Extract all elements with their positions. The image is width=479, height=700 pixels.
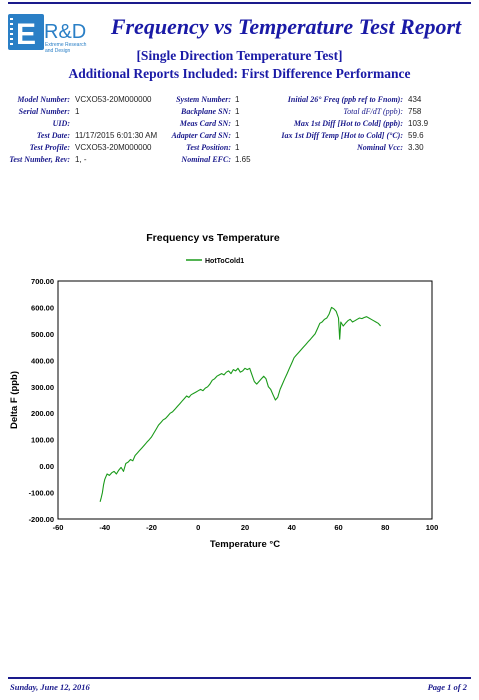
chart-legend: HotToCold1 <box>186 258 244 265</box>
header-rule <box>8 2 471 4</box>
y-tick-label: 600.00 <box>31 303 54 312</box>
y-tick-label: 700.00 <box>31 277 54 286</box>
y-tick-label: 300.00 <box>31 383 54 392</box>
legend-label: HotToCold1 <box>205 258 244 265</box>
svg-text:E: E <box>16 18 36 51</box>
x-tick-label: 100 <box>426 523 439 532</box>
y-tick-label: 100.00 <box>31 436 54 445</box>
frequency-vs-temperature-chart: Frequency vs Temperature HotToCold1 -60-… <box>9 232 439 550</box>
total-dfdt-label: Total dF/dT (ppb): <box>343 107 403 116</box>
y-tick-label: -100.00 <box>29 489 54 498</box>
nominal-efc-value: 1.65 <box>235 155 251 164</box>
model-number-value: VCXO53-20M000000 <box>75 95 152 104</box>
test-number-value: 1, - <box>75 155 87 164</box>
max-first-diff-value: 103.9 <box>408 119 429 128</box>
meas-card-sn-value: 1 <box>235 119 240 128</box>
x-tick-label: 20 <box>241 523 249 532</box>
initial-freq-label: Initial 26° Freq (ppb ref to Fnom): <box>287 95 403 104</box>
y-tick-label: 500.00 <box>31 330 54 339</box>
x-tick-label: 0 <box>196 523 200 532</box>
meas-card-sn-label: Meas Card SN: <box>179 119 231 128</box>
test-position-value: 1 <box>235 143 240 152</box>
report-subtitle-additional: Additional Reports Included: First Diffe… <box>68 66 411 81</box>
chart-title: Frequency vs Temperature <box>146 232 280 244</box>
serial-number-label: Serial Number: <box>18 107 70 116</box>
x-tick-label: -40 <box>99 523 110 532</box>
x-tick-label: 80 <box>381 523 389 532</box>
system-number-label: System Number: <box>176 95 231 104</box>
test-profile-label: Test Profile: <box>29 143 70 152</box>
company-logo: E R&D Extreme Research and Design <box>8 14 87 54</box>
test-profile-value: VCXO53-20M000000 <box>75 143 152 152</box>
y-tick-label: -200.00 <box>29 515 54 524</box>
x-tick-label: 40 <box>288 523 296 532</box>
test-date-value: 11/17/2015 6:01:30 AM <box>75 131 158 140</box>
svg-text:Extreme Research: Extreme Research <box>45 42 87 48</box>
series-line-HotToCold1 <box>99 306 382 502</box>
test-number-label: Test Number, Rev: <box>9 155 70 164</box>
y-tick-label: 0.00 <box>39 462 54 471</box>
test-date-label: Test Date: <box>36 131 70 140</box>
nominal-vcc-value: 3.30 <box>408 143 424 152</box>
info-block: Model Number: VCXO53-20M000000 Serial Nu… <box>0 94 479 174</box>
x-tick-label: 60 <box>334 523 342 532</box>
footer-date: Sunday, June 12, 2016 <box>10 682 90 692</box>
initial-freq-value: 434 <box>408 95 422 104</box>
svg-text:and Design: and Design <box>45 48 71 54</box>
plot-area <box>57 280 433 520</box>
max-first-diff-temp-label: Iax 1st Diff Temp [Hot to Cold] (°C): <box>281 131 403 140</box>
x-tick-label: -60 <box>53 523 64 532</box>
system-number-value: 1 <box>235 95 240 104</box>
report-subtitle: [Single Direction Temperature Test] <box>136 48 343 63</box>
test-position-label: Test Position: <box>186 143 231 152</box>
y-axis-label: Delta F (ppb) <box>9 371 20 429</box>
adapter-card-sn-value: 1 <box>235 131 240 140</box>
total-dfdt-value: 758 <box>408 107 422 116</box>
backplane-sn-value: 1 <box>235 107 240 116</box>
max-first-diff-temp-value: 59.6 <box>408 131 424 140</box>
nominal-vcc-label: Nominal Vcc: <box>357 143 403 152</box>
x-tick-label: -20 <box>146 523 157 532</box>
nominal-efc-label: Nominal EFC: <box>181 155 231 164</box>
serial-number-value: 1 <box>75 107 80 116</box>
footer-page-number: Page 1 of 2 <box>427 682 467 692</box>
model-number-label: Model Number: <box>17 95 70 104</box>
adapter-card-sn-label: Adapter Card SN: <box>171 131 231 140</box>
report-title: Frequency vs Temperature Test Report <box>110 14 462 39</box>
footer-rule <box>8 677 471 679</box>
uid-label: UID: <box>52 119 70 128</box>
y-tick-label: 200.00 <box>31 409 54 418</box>
backplane-sn-label: Backplane SN: <box>181 107 231 116</box>
svg-text:R&D: R&D <box>44 21 86 43</box>
y-tick-label: 400.00 <box>31 356 54 365</box>
max-first-diff-label: Max 1st Diff [Hot to Cold] (ppb): <box>293 119 403 128</box>
x-axis-label: Temperature °C <box>210 539 280 550</box>
